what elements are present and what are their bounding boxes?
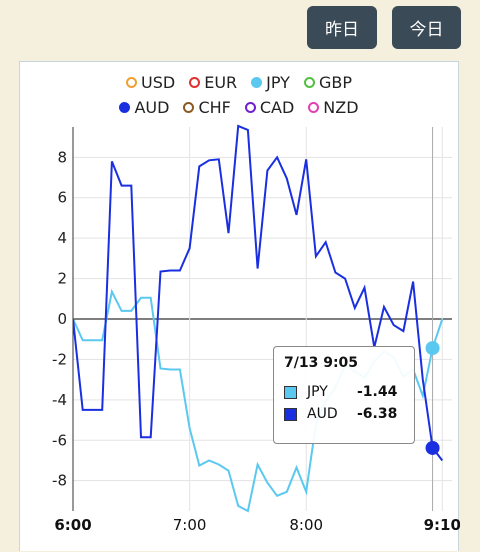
legend-marker (244, 102, 256, 113)
tooltip-row-aud: AUD -6.38 (284, 403, 404, 425)
legend-marker (119, 102, 131, 113)
line-chart[interactable]: -8 -6 -4 -2 0 2 4 6 8 6:00 7:00 8:00 9:10 (20, 62, 460, 552)
legend-item-jpy[interactable]: JPY (251, 73, 290, 92)
legend-item-usd[interactable]: USD (126, 73, 175, 92)
tooltip-series-value: -1.44 (357, 384, 398, 400)
today-button[interactable]: 今日 (392, 6, 461, 49)
x-tick-label: 8:00 (289, 516, 323, 534)
y-tick-label: -2 (52, 350, 67, 368)
chart-tooltip: 7/13 9:05 JPY -1.44 AUD -6.38 (273, 346, 415, 444)
y-tick-label: 8 (57, 148, 67, 166)
point-marker-jpy (425, 341, 440, 356)
tooltip-title: 7/13 9:05 (284, 355, 359, 371)
x-tick-label: 7:00 (173, 516, 207, 534)
legend-marker (251, 77, 263, 88)
y-tick-label: -4 (52, 391, 67, 409)
legend-label: JPY (266, 73, 290, 92)
tooltip-series-name: AUD (307, 406, 338, 422)
tooltip-series-value: -6.38 (357, 406, 398, 422)
legend-item-eur[interactable]: EUR (189, 73, 237, 92)
yesterday-button[interactable]: 昨日 (307, 6, 377, 49)
tooltip-series-name: JPY (307, 384, 328, 400)
legend-label: USD (141, 73, 176, 92)
series-line-aud (73, 124, 444, 462)
tooltip-row-jpy: JPY -1.44 (284, 381, 404, 403)
legend-marker (183, 102, 195, 113)
point-marker-aud (425, 440, 440, 455)
legend-item-gbp[interactable]: GBP (303, 73, 352, 92)
legend-marker (189, 77, 201, 88)
legend-marker (308, 102, 320, 113)
y-tick-label: 2 (57, 270, 67, 288)
y-tick-label: 4 (57, 229, 67, 247)
y-tick-label: -6 (52, 431, 67, 449)
legend-label: CHF (198, 98, 231, 117)
y-tick-label: 6 (57, 189, 67, 207)
x-tick-label: 9:10 (424, 516, 460, 534)
chart-panel: -8 -6 -4 -2 0 2 4 6 8 6:00 7:00 8:00 9:10 USD EUR JPY G… (19, 61, 460, 552)
tooltip-swatch (284, 407, 297, 421)
legend-marker (126, 77, 138, 88)
legend-item-chf[interactable]: CHF (183, 98, 231, 117)
legend-item-nzd[interactable]: NZD (308, 98, 359, 117)
legend-item-cad[interactable]: CAD (244, 98, 295, 117)
legend-row: USD EUR JPY GBP (20, 70, 458, 95)
legend: USD EUR JPY GBP AUD CHF CAD NZD (20, 70, 458, 120)
legend-label: NZD (323, 98, 359, 117)
legend-label: CAD (259, 98, 295, 117)
legend-item-aud[interactable]: AUD (119, 98, 169, 117)
legend-label: EUR (204, 73, 238, 92)
legend-marker (303, 77, 315, 88)
x-tick-label: 6:00 (54, 516, 91, 534)
legend-label: AUD (134, 98, 170, 117)
legend-row: AUD CHF CAD NZD (20, 95, 458, 120)
tooltip-swatch (284, 385, 297, 399)
y-tick-label: -8 (52, 472, 67, 490)
legend-label: GBP (318, 73, 352, 92)
y-tick-label: 0 (57, 310, 67, 328)
